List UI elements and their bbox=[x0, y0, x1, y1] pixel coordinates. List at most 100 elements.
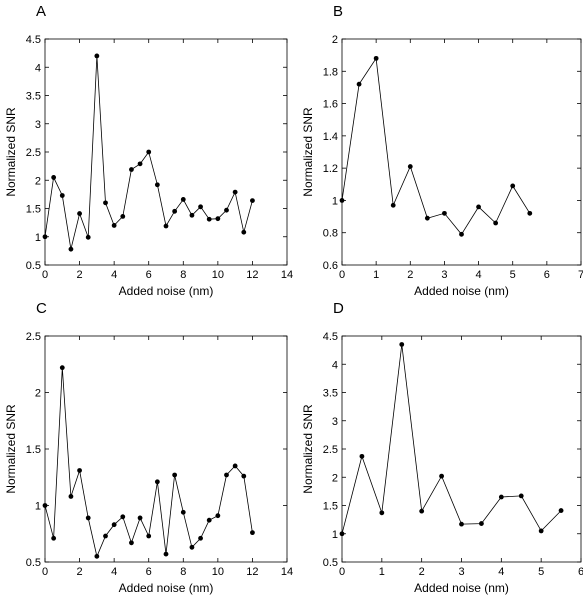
y-tick-label-c: 0.5 bbox=[26, 557, 41, 569]
data-point-d bbox=[379, 510, 385, 516]
plot-frame-d bbox=[341, 335, 582, 563]
data-point-b bbox=[510, 183, 516, 189]
data-point-c bbox=[146, 533, 152, 539]
data-point-b bbox=[476, 204, 481, 210]
x-axis-label-c: Added noise (nm) bbox=[119, 581, 214, 595]
x-tick-label-d: 5 bbox=[538, 566, 544, 578]
data-point-a bbox=[154, 182, 160, 188]
y-axis-label-c: Normalized SNR bbox=[4, 404, 18, 494]
data-point-c bbox=[42, 503, 48, 508]
data-point-d bbox=[419, 508, 425, 514]
data-point-a bbox=[129, 167, 134, 172]
y-tick-label-b: 1.6 bbox=[323, 99, 338, 111]
series-line-c bbox=[44, 367, 253, 558]
data-point-a bbox=[146, 149, 152, 155]
data-point-a bbox=[241, 229, 247, 235]
x-tick-label-a: 2 bbox=[77, 269, 83, 281]
data-point-c bbox=[163, 551, 169, 557]
data-point-c bbox=[215, 513, 221, 519]
x-tick-label-d: 6 bbox=[578, 566, 583, 578]
x-tick-label-b: 1 bbox=[373, 269, 379, 281]
y-tick-label-b: 1 bbox=[332, 195, 338, 207]
y-tick-label-c: 2 bbox=[35, 388, 41, 400]
y-axis-label-a: Normalized SNR bbox=[4, 107, 18, 197]
x-tick-label-b: 4 bbox=[476, 269, 482, 281]
y-tick-label-a: 3 bbox=[35, 119, 41, 131]
data-point-a bbox=[85, 234, 91, 240]
x-tick-label-c: 4 bbox=[111, 566, 117, 578]
data-point-a bbox=[59, 193, 65, 198]
x-tick-label-a: 8 bbox=[180, 269, 186, 281]
y-tick-label-a: 2.5 bbox=[26, 147, 41, 159]
plot-frame-b bbox=[341, 38, 582, 266]
data-point-d bbox=[479, 521, 484, 526]
y-tick-label-d: 4 bbox=[332, 359, 338, 371]
y-tick-label-c: 1 bbox=[35, 501, 41, 513]
panel-label-d: D bbox=[333, 300, 344, 317]
data-point-c bbox=[232, 463, 238, 469]
x-tick-label-b: 6 bbox=[544, 269, 550, 281]
x-tick-label-b: 7 bbox=[578, 269, 583, 281]
data-point-c bbox=[172, 472, 178, 478]
x-tick-label-d: 3 bbox=[458, 566, 464, 578]
data-point-c bbox=[85, 515, 91, 521]
y-tick-label-d: 2 bbox=[332, 472, 338, 484]
x-tick-label-a: 0 bbox=[42, 269, 48, 281]
y-tick-label-d: 1 bbox=[332, 529, 338, 541]
y-tick-label-a: 4 bbox=[35, 62, 41, 74]
data-point-d bbox=[399, 342, 405, 347]
y-tick-label-b: 1.4 bbox=[323, 131, 338, 143]
x-tick-label-b: 5 bbox=[510, 269, 516, 281]
x-tick-label-d: 2 bbox=[419, 566, 425, 578]
y-tick-label-b: 0.8 bbox=[323, 228, 338, 240]
data-point-c bbox=[68, 494, 74, 499]
y-tick-label-b: 1.2 bbox=[323, 163, 338, 175]
data-point-a bbox=[198, 204, 203, 210]
x-tick-label-c: 6 bbox=[146, 566, 152, 578]
x-tick-label-c: 8 bbox=[180, 566, 186, 578]
y-tick-label-b: 2 bbox=[332, 34, 338, 46]
data-point-c bbox=[77, 468, 82, 473]
data-point-a bbox=[120, 214, 126, 219]
x-axis-label-b: Added noise (nm) bbox=[414, 284, 509, 298]
x-tick-label-a: 4 bbox=[111, 269, 117, 281]
data-point-a bbox=[51, 175, 57, 180]
data-point-c bbox=[224, 472, 229, 478]
data-point-b bbox=[373, 55, 379, 61]
y-tick-label-d: 0.5 bbox=[323, 557, 338, 569]
data-point-c bbox=[51, 535, 57, 541]
data-point-a bbox=[224, 207, 229, 213]
data-point-b bbox=[527, 210, 533, 216]
data-point-c bbox=[154, 479, 160, 485]
data-point-c bbox=[103, 533, 108, 539]
data-point-d bbox=[498, 494, 504, 500]
y-tick-label-b: 0.6 bbox=[323, 260, 338, 272]
data-point-b bbox=[493, 220, 499, 226]
series-line-d bbox=[341, 344, 562, 534]
y-tick-label-b: 1.8 bbox=[323, 66, 338, 78]
panel-d: 0 1 2 3 4 5 6 0.5 1 1.5 2 2.5 3 3.5 4 4.5 Added noise (n… bbox=[301, 300, 583, 595]
data-point-c bbox=[129, 540, 134, 546]
data-point-b bbox=[390, 202, 396, 208]
y-tick-label-a: 3.5 bbox=[26, 91, 41, 103]
x-tick-label-d: 1 bbox=[379, 566, 385, 578]
data-point-a bbox=[42, 234, 48, 240]
y-tick-label-d: 2.5 bbox=[323, 444, 338, 456]
data-point-a bbox=[232, 189, 238, 195]
x-tick-label-b: 0 bbox=[339, 269, 345, 281]
x-tick-label-d: 4 bbox=[498, 566, 504, 578]
data-point-d bbox=[439, 473, 444, 479]
x-tick-label-a: 6 bbox=[146, 269, 152, 281]
data-point-b bbox=[339, 198, 345, 203]
series-line-b bbox=[341, 57, 531, 235]
data-point-a bbox=[68, 246, 74, 252]
data-point-a bbox=[111, 223, 117, 228]
y-tick-label-c: 1.5 bbox=[26, 444, 41, 456]
x-tick-label-c: 2 bbox=[77, 566, 83, 578]
data-point-c bbox=[241, 473, 247, 479]
x-tick-label-b: 3 bbox=[441, 269, 447, 281]
x-axis-label-d: Added noise (nm) bbox=[414, 581, 509, 595]
data-point-a bbox=[206, 216, 212, 222]
